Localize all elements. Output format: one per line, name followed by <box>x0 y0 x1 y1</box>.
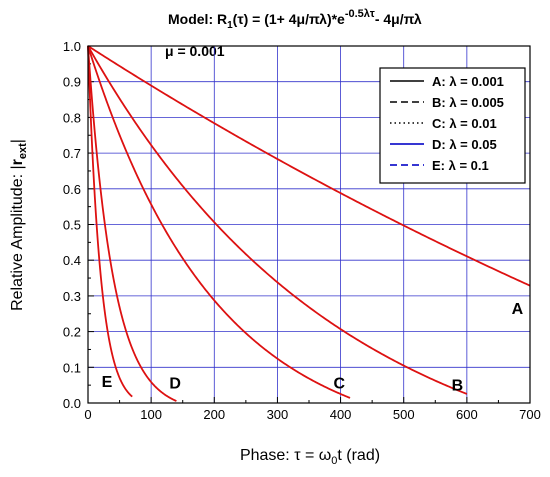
x-tick-label: 0 <box>84 407 91 422</box>
curve-c <box>87 45 351 399</box>
y-tick-label: 1.0 <box>63 39 81 54</box>
x-tick-label: 700 <box>519 407 541 422</box>
y-tick-label: 0.9 <box>63 75 81 90</box>
tick-labels: 0 100 200 300 400 500 600 700 0.0 0.1 0.2 0.3 0.4 0.5… <box>63 39 541 422</box>
y-tick-label: 0.5 <box>63 218 81 233</box>
x-tick-label: 600 <box>456 407 478 422</box>
legend: A: λ = 0.001 B: λ = 0.005 C: λ = 0.01 D: λ … <box>379 67 526 184</box>
subtitle: μ = 0.001 <box>165 43 225 59</box>
plot-frame <box>87 45 531 404</box>
curve-label-b: B <box>452 378 464 395</box>
curve-label-a: A <box>512 301 524 318</box>
legend-entry: E: λ = 0.1 <box>432 158 489 173</box>
y-tick-label: 0.8 <box>63 110 81 125</box>
y-tick-label: 0.3 <box>63 289 81 304</box>
legend-entry: C: λ = 0.01 <box>432 116 497 131</box>
legend-entry: D: λ = 0.05 <box>432 137 497 152</box>
curves <box>87 45 531 402</box>
legend-box <box>379 67 526 184</box>
curve-label-e: E <box>102 374 113 391</box>
curve-a <box>87 45 531 287</box>
x-tick-label: 500 <box>393 407 415 422</box>
title-text: Model: R1(τ) = (1+ 4μ/πλ)*e-0.5λτ- 4μ/πλ <box>168 8 422 31</box>
y-tick-label: 0.7 <box>63 146 81 161</box>
x-tick-label: 100 <box>140 407 162 422</box>
y-tick-label: 0.2 <box>63 325 81 340</box>
y-tick-label: 0.6 <box>63 182 81 197</box>
legend-entry: A: λ = 0.001 <box>432 74 504 89</box>
x-tick-label: 200 <box>203 407 225 422</box>
curve-label-d: D <box>169 376 181 393</box>
y-tick-label: 0.1 <box>63 360 81 375</box>
curve-d <box>87 45 177 402</box>
legend-entry: B: λ = 0.005 <box>432 95 504 110</box>
y-axis-label: Relative Amplitude: |rext| <box>9 139 29 311</box>
chart-title: Model: R1(τ) = (1+ 4μ/πλ)*e-0.5λτ- 4μ/πλ… <box>165 8 422 59</box>
x-tick-label: 300 <box>267 407 289 422</box>
curve-label-c: C <box>334 376 346 393</box>
curve-e <box>87 45 133 398</box>
y-tick-label: 0.4 <box>63 253 81 268</box>
x-axis-label: Phase: τ = ω0t (rad) <box>240 447 380 467</box>
curve-b <box>87 45 468 395</box>
y-tick-label: 0.0 <box>63 396 81 411</box>
x-tick-label: 400 <box>330 407 352 422</box>
